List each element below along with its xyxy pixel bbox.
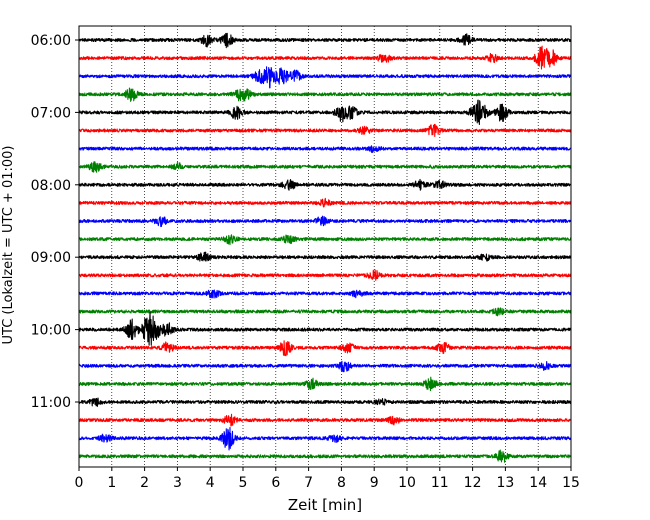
trace-0630 xyxy=(78,66,572,89)
x-tick-label: 8 xyxy=(337,475,346,491)
y-tick-label: 10:00 xyxy=(31,323,71,339)
trace-0845 xyxy=(78,234,572,246)
x-tick-label: 11 xyxy=(431,475,449,491)
y-tick-label: 06:00 xyxy=(31,33,71,49)
trace-0830 xyxy=(78,215,572,228)
x-tick-label: 3 xyxy=(173,475,182,491)
x-tick-label: 1 xyxy=(107,475,116,491)
trace-0930 xyxy=(78,289,572,299)
x-axis: 0 1 2 3 4 5 6 7 8 9 10 11 12 13 14 15 xyxy=(75,467,580,491)
x-tick-label: 13 xyxy=(496,475,514,491)
y-axis-label: UTC (Lokalzeit = UTC + 01:00) xyxy=(1,146,16,345)
x-tick-label: 0 xyxy=(75,475,84,491)
trace-0945 xyxy=(78,307,572,317)
y-tick-label: 07:00 xyxy=(31,105,71,121)
trace-0745 xyxy=(78,161,572,173)
trace-0600 xyxy=(78,32,572,49)
trace-1100 xyxy=(78,397,572,407)
trace-0730 xyxy=(78,145,572,154)
trace-1145 xyxy=(78,449,572,463)
trace-0900 xyxy=(78,251,572,262)
y-tick-label: 09:00 xyxy=(31,250,71,266)
trace-0815 xyxy=(78,197,572,208)
x-tick-label: 7 xyxy=(304,475,313,491)
y-axis: 06:00 07:00 08:00 09:00 10:00 11:00 xyxy=(31,33,79,411)
x-tick-label: 15 xyxy=(562,475,580,491)
x-tick-label: 14 xyxy=(529,475,547,491)
y-tick-label: 08:00 xyxy=(31,178,71,194)
x-tick-label: 12 xyxy=(464,475,482,491)
trace-0615 xyxy=(78,45,572,70)
x-tick-label: 6 xyxy=(271,475,280,491)
x-axis-label: Zeit [min] xyxy=(288,496,362,514)
y-tick-label: 11:00 xyxy=(31,395,71,411)
trace-1115 xyxy=(78,413,572,427)
x-tick-label: 4 xyxy=(206,475,215,491)
trace-1000 xyxy=(78,312,572,346)
trace-1130 xyxy=(78,427,572,451)
trace-1045 xyxy=(78,376,572,392)
x-tick-label: 9 xyxy=(370,475,379,491)
trace-0915 xyxy=(78,269,572,281)
trace-0700 xyxy=(78,99,572,126)
x-tick-label: 5 xyxy=(239,475,248,491)
trace-1015 xyxy=(78,340,572,357)
trace-0800 xyxy=(78,178,572,191)
trace-0645 xyxy=(78,87,572,102)
x-tick-label: 10 xyxy=(398,475,416,491)
plot-frame xyxy=(78,25,572,468)
x-tick-label: 2 xyxy=(140,475,149,491)
trace-0715 xyxy=(78,123,572,138)
trace-1030 xyxy=(78,360,572,373)
trace-group xyxy=(78,32,572,463)
